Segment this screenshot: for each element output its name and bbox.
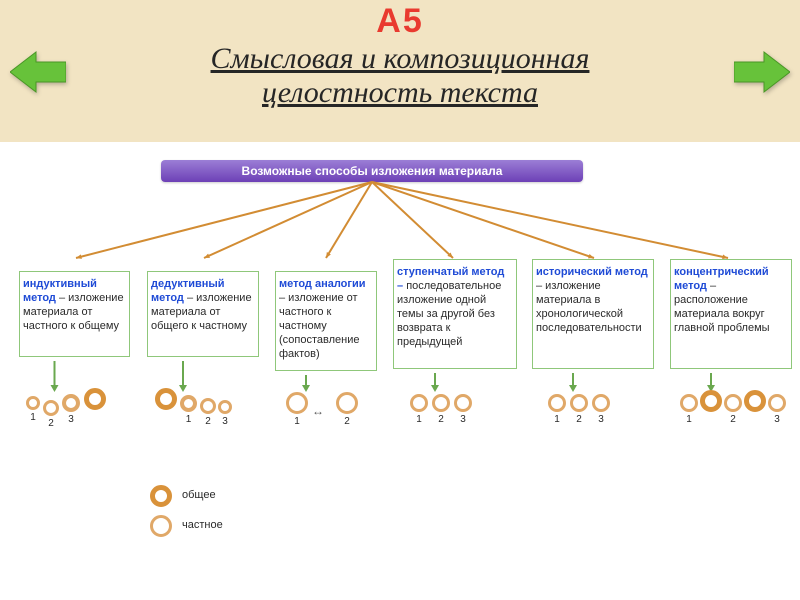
- ring-icon: [724, 394, 742, 412]
- ring-icon: [62, 394, 80, 412]
- method-body: – изложение от частного к частному (сопо…: [279, 292, 359, 360]
- legend-label: общее: [182, 489, 216, 501]
- ring-icon: [592, 394, 610, 412]
- method-box-1: дедуктивный метод – изложение материала …: [147, 271, 259, 357]
- ring-number: 2: [342, 416, 352, 427]
- ring-icon: [700, 390, 722, 412]
- ring-number: 3: [772, 414, 782, 425]
- method-box-2: метод аналогии – изложение от частного к…: [275, 271, 377, 371]
- ring-number: 3: [596, 414, 606, 425]
- ring-icon: [570, 394, 588, 412]
- ring-icon: [26, 396, 40, 410]
- method-title: метод аналогии: [279, 278, 366, 290]
- root-bar: Возможные способы изложения материала: [161, 160, 583, 182]
- ring-icon: [680, 394, 698, 412]
- ring-number: 2: [574, 414, 584, 425]
- ring-number: 2: [436, 414, 446, 425]
- next-arrow[interactable]: [734, 50, 790, 94]
- ring-icon: [200, 398, 216, 414]
- legend-label: частное: [182, 519, 223, 531]
- ring-icon: [410, 394, 428, 412]
- double-arrow-icon: ↔: [312, 404, 324, 418]
- ring-number: 3: [458, 414, 468, 425]
- ring-number: 1: [28, 412, 38, 423]
- ring-icon: [454, 394, 472, 412]
- ring-number: 1: [684, 414, 694, 425]
- ring-icon: [768, 394, 786, 412]
- ring-icon: [286, 392, 308, 414]
- ring-number: 1: [552, 414, 562, 425]
- ring-icon: [548, 394, 566, 412]
- method-box-4: исторический метод – изложение материала…: [532, 259, 654, 369]
- legend-ring-icon: [150, 515, 172, 537]
- ring-icon: [744, 390, 766, 412]
- ring-icon: [84, 388, 106, 410]
- prev-arrow[interactable]: [10, 50, 66, 94]
- legend-ring-icon: [150, 485, 172, 507]
- slide-code: А5: [0, 2, 800, 41]
- ring-number: 2: [46, 418, 56, 429]
- method-body: – изложение материала в хронологической …: [536, 280, 642, 334]
- ring-number: 2: [728, 414, 738, 425]
- method-box-0: индуктивный метод – изложение материала …: [19, 271, 130, 357]
- ring-number: 2: [203, 416, 213, 427]
- ring-icon: [336, 392, 358, 414]
- ring-number: 1: [414, 414, 424, 425]
- ring-icon: [432, 394, 450, 412]
- method-box-3: ступенчатый метод – последовательное изл…: [393, 259, 517, 369]
- title-line-1: Смысловая и композиционная: [211, 42, 590, 76]
- title-line-2: целостность текста: [262, 76, 538, 110]
- method-title: концентрический метод: [674, 266, 769, 292]
- method-body: последовательное изложение одной темы за…: [397, 280, 501, 348]
- ring-number: 1: [184, 414, 194, 425]
- ring-number: 1: [292, 416, 302, 427]
- method-box-5: концентрический метод – расположение мат…: [670, 259, 792, 369]
- ring-icon: [180, 395, 197, 412]
- ring-icon: [218, 400, 232, 414]
- ring-icon: [43, 400, 59, 416]
- ring-icon: [155, 388, 177, 410]
- method-title: исторический метод: [536, 266, 648, 278]
- ring-number: 3: [220, 416, 230, 427]
- ring-number: 3: [66, 414, 76, 425]
- slide-title: Смысловая и композиционная целостность т…: [0, 42, 800, 110]
